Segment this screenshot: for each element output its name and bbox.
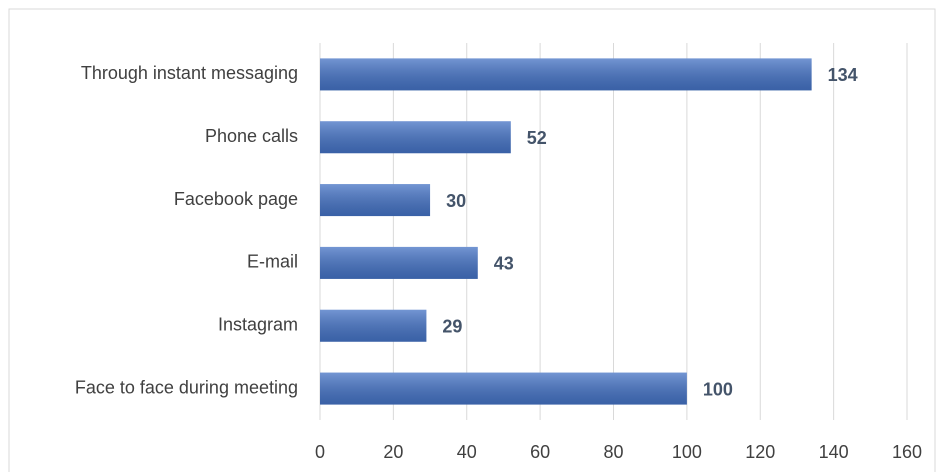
bar-shade [320,121,511,154]
x-tick-label: 0 [315,442,325,462]
bar-shade [320,372,687,405]
x-tick-label: 160 [892,442,922,462]
x-tick-label: 60 [530,442,550,462]
bar-shade [320,246,478,279]
data-label: 30 [446,191,466,211]
bar-shade [320,58,812,91]
x-tick-label: 20 [383,442,403,462]
data-label: 52 [527,128,547,148]
x-tick-label: 120 [745,442,775,462]
x-tick-label: 140 [819,442,849,462]
chart-border [8,8,936,472]
bar-shade [320,184,431,217]
data-label: 134 [828,65,858,85]
data-label: 29 [442,317,462,337]
x-tick-label: 80 [603,442,623,462]
y-tick-label: Instagram [218,315,298,335]
x-tick-label: 100 [672,442,702,462]
data-label: 100 [703,379,733,399]
bar-shade [320,309,427,342]
y-tick-label: E-mail [247,252,298,272]
y-tick-label: Phone calls [205,126,298,146]
data-label: 43 [494,254,514,274]
y-tick-label: Through instant messaging [81,63,298,83]
y-tick-label: Face to face during meeting [75,377,298,397]
y-tick-label: Facebook page [174,189,298,209]
x-tick-label: 40 [457,442,477,462]
